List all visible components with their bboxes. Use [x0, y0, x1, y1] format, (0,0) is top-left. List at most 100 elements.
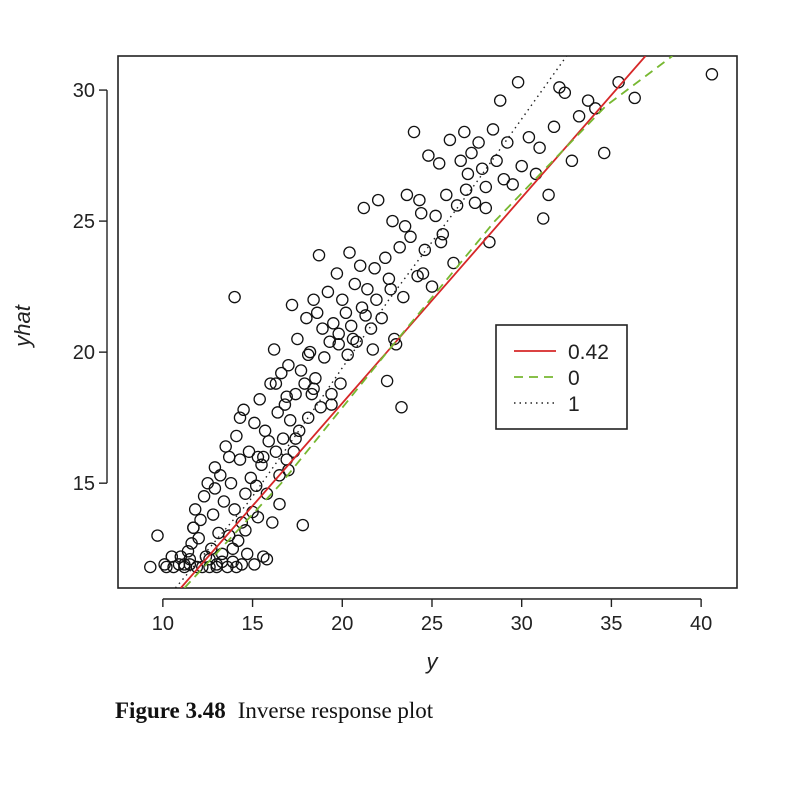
- scatter-point: [357, 201, 371, 215]
- scatter-point: [276, 432, 290, 445]
- scatter-point: [371, 193, 385, 207]
- scatter-point: [233, 411, 247, 424]
- scatter-point: [269, 445, 283, 458]
- scatter-point: [280, 390, 293, 403]
- scatter-point: [325, 398, 338, 411]
- scatter-point: [432, 157, 446, 170]
- scatter-point: [294, 364, 308, 377]
- scatter-point: [327, 317, 340, 330]
- scatter-point: [208, 461, 222, 474]
- scatter-point: [581, 94, 595, 107]
- scatter-point: [334, 377, 347, 390]
- scatter-point: [565, 154, 579, 168]
- scatter-point: [332, 327, 345, 341]
- scatter-point: [361, 282, 374, 296]
- scatter-point: [251, 450, 265, 464]
- scatter-point: [260, 552, 274, 566]
- scatter-point: [407, 125, 421, 139]
- scatter-point: [705, 68, 719, 81]
- scatter-point: [479, 180, 493, 194]
- scatter-point: [307, 293, 320, 306]
- scatter-point: [292, 424, 306, 438]
- scatter-point: [434, 235, 448, 249]
- scatter-point: [384, 282, 397, 296]
- scatter-point: [422, 149, 435, 162]
- scatter-point: [380, 374, 394, 388]
- scatter-point: [309, 372, 322, 385]
- scatter-point: [318, 351, 331, 364]
- x-tick-label: 10: [152, 613, 174, 635]
- fit-line-0: [183, 56, 673, 588]
- scatter-point: [230, 429, 243, 443]
- scatter-point: [312, 248, 326, 262]
- scatter-point: [275, 366, 288, 380]
- scatter-point: [266, 516, 279, 529]
- scatter-point: [375, 311, 388, 325]
- scatter-point: [542, 188, 555, 202]
- scatter-point: [443, 133, 457, 147]
- scatter-point: [239, 487, 252, 500]
- scatter-point: [359, 309, 372, 322]
- scatter-point: [235, 558, 249, 571]
- scatter-point: [458, 125, 471, 139]
- scatter-point: [450, 199, 464, 212]
- scatter-point: [208, 482, 222, 495]
- scatter-point: [187, 521, 200, 534]
- scatter-point: [244, 471, 258, 485]
- legend-label: 0.42: [568, 341, 609, 364]
- scatter-point: [332, 338, 345, 351]
- scatter-point: [395, 400, 408, 414]
- scatter-point: [416, 267, 430, 280]
- scatter-point: [429, 209, 442, 223]
- scatter-point: [192, 531, 205, 545]
- scatter-point: [386, 214, 399, 228]
- scatter-point: [300, 311, 313, 325]
- scatter-point: [506, 178, 519, 191]
- scatter-point: [144, 560, 157, 574]
- scatter-point: [341, 348, 354, 362]
- scatter-point: [475, 162, 489, 175]
- scatter-point: [301, 411, 315, 424]
- scatter-point: [336, 293, 349, 306]
- scatter-point: [353, 259, 367, 272]
- scatter-point: [382, 272, 396, 286]
- scatter-point: [158, 558, 171, 571]
- scatter-point: [282, 358, 295, 372]
- fit-line-0.42: [180, 56, 647, 588]
- scatter-point: [285, 298, 299, 312]
- scatter-point: [305, 387, 319, 401]
- scatter-point: [283, 414, 297, 427]
- scatter-point: [301, 348, 315, 362]
- scatter-point: [253, 393, 266, 406]
- scatter-point: [364, 322, 378, 335]
- scatter-point: [197, 490, 211, 503]
- scatter-point: [490, 154, 503, 168]
- scatter-point: [264, 377, 277, 390]
- scatter-point: [558, 86, 572, 99]
- x-tick-label: 25: [421, 613, 443, 635]
- scatter-point: [398, 220, 412, 233]
- scatter-point: [393, 241, 406, 254]
- scatter-point: [258, 424, 272, 438]
- scatter-point: [289, 432, 302, 445]
- scatter-point: [287, 445, 301, 458]
- scatter-point: [271, 406, 284, 419]
- scatter-point: [278, 398, 292, 411]
- scatter-point: [257, 450, 270, 464]
- scatter-point: [436, 227, 450, 241]
- scatter-point: [321, 285, 335, 299]
- scatter-point: [248, 416, 261, 430]
- scatter-point: [215, 555, 229, 569]
- figure-caption: Figure 3.48 Inverse response plot: [115, 698, 433, 724]
- scatter-point: [572, 110, 586, 123]
- scatter-point: [493, 94, 507, 107]
- scatter-point: [249, 479, 263, 493]
- y-tick-label: 30: [73, 80, 95, 102]
- scatter-point: [368, 262, 381, 275]
- scatter-point: [404, 230, 417, 244]
- scatter-point: [418, 243, 432, 257]
- scatter-point: [465, 146, 478, 160]
- scatter-point: [397, 290, 410, 304]
- scatter-point: [188, 503, 202, 516]
